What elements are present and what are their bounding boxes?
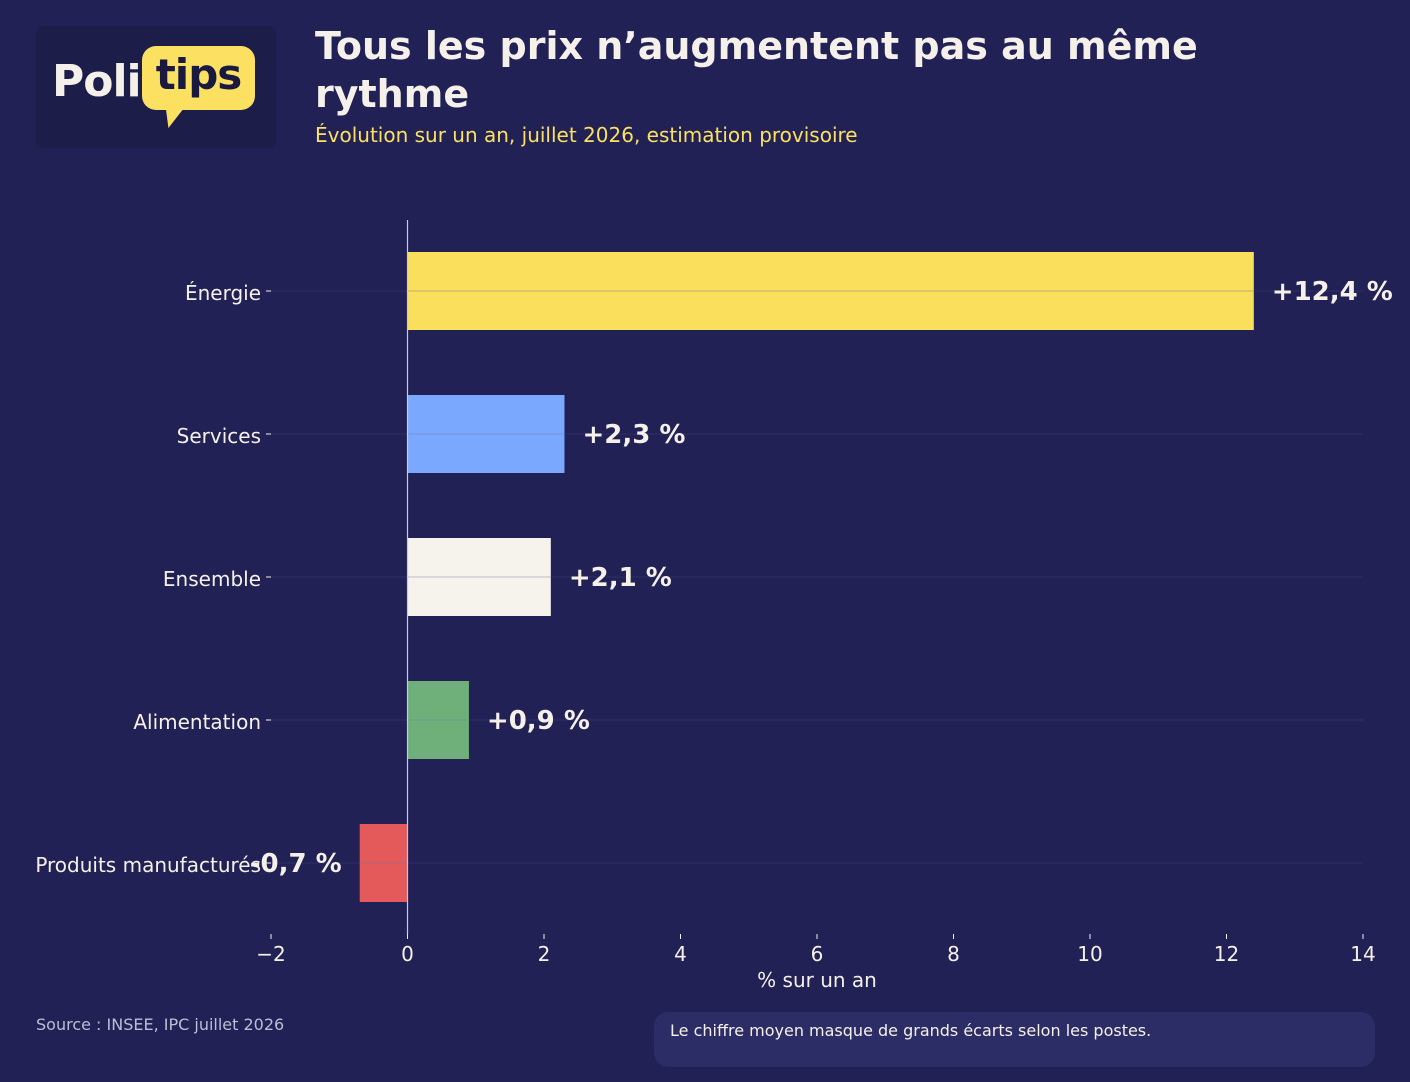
x-tick-label: 8 [947, 942, 960, 966]
value-labels: +12,4 % +2,3 % +2,1 % +0,9 % -0,7 % [250, 277, 1393, 879]
callout-note: Le chiffre moyen masque de grands écarts… [654, 1012, 1375, 1067]
x-axis-title: % sur un an [757, 968, 877, 992]
x-tick-label: −2 [256, 942, 285, 966]
x-tick-label: 14 [1350, 942, 1375, 966]
politips-logo: Poli tips [36, 26, 276, 148]
x-tick-label: 12 [1214, 942, 1239, 966]
bar-1 [407, 395, 565, 473]
x-tick-label: 10 [1077, 942, 1102, 966]
logo-word-poli: Poli [52, 56, 142, 107]
source-note: Source : INSEE, IPC juillet 2026 [36, 1015, 285, 1034]
category-label: Services [177, 424, 261, 448]
x-tick-label: 2 [538, 942, 551, 966]
chart-title: Tous les prix n’augmentent pas au même r… [315, 24, 1198, 116]
x-tick-label: 4 [674, 942, 687, 966]
category-label: Ensemble [163, 567, 261, 591]
bars [359, 252, 1254, 902]
value-label: +2,3 % [582, 420, 685, 450]
x-axis: −2 0 2 4 6 8 10 12 14 [256, 934, 1376, 966]
x-tick-label: 0 [401, 942, 414, 966]
bar-4 [359, 824, 408, 902]
category-label: Produits manufacturés [35, 853, 261, 877]
value-label: +2,1 % [569, 563, 672, 593]
bar-2 [407, 538, 551, 616]
value-label: +12,4 % [1272, 277, 1393, 307]
value-label: -0,7 % [250, 849, 342, 879]
category-axis: Énergie Services Ensemble Alimentation Produ… [35, 281, 271, 877]
value-label: +0,9 % [487, 706, 590, 736]
category-label: Alimentation [133, 710, 261, 734]
callout-note-text: Le chiffre moyen masque de grands écarts… [670, 1021, 1152, 1040]
chart-subtitle: Évolution sur un an, juillet 2026, estim… [315, 123, 858, 147]
logo-word-tips: tips [155, 50, 243, 99]
logo-speech-bubble: tips [142, 46, 255, 110]
bar-0 [407, 252, 1254, 330]
category-label: Énergie [185, 281, 261, 305]
x-tick-label: 6 [811, 942, 824, 966]
bar-3 [407, 681, 469, 759]
